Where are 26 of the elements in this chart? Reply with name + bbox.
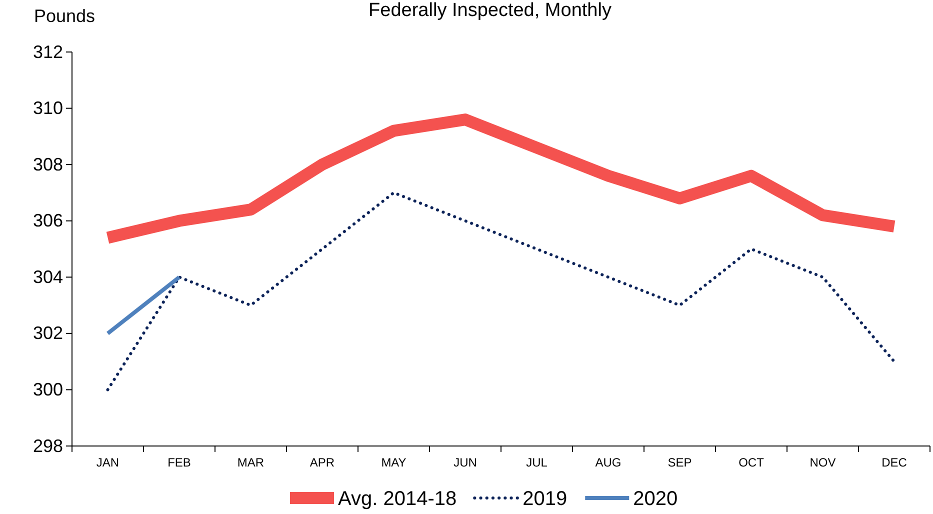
y-tick-label: 302: [32, 323, 63, 344]
legend-label: 2019: [522, 488, 568, 510]
x-tick-label: AUG: [595, 456, 622, 470]
x-tick-label: MAY: [381, 456, 406, 470]
line-series: [106, 191, 896, 392]
x-tick-label: JUN: [454, 456, 477, 470]
y-tick-label: 306: [32, 210, 63, 231]
y-tick-label: 304: [32, 266, 63, 287]
legend-label: 2020: [633, 488, 678, 510]
y-tick-label: 298: [32, 436, 63, 456]
chart-title: Federally Inspected, Monthly: [368, 0, 612, 21]
y-tick-label: 310: [32, 98, 63, 118]
y-axis-title: Pounds: [34, 6, 96, 26]
x-tick-label: JAN: [96, 456, 120, 470]
x-tick-label: OCT: [738, 456, 765, 470]
x-tick-label: MAR: [237, 456, 264, 470]
x-tick-label: JUL: [526, 456, 548, 470]
x-tick-label: FEB: [168, 456, 191, 470]
x-tick-label: DEC: [882, 456, 908, 470]
x-tick-label: SEP: [668, 456, 692, 470]
legend-label: Avg. 2014-18: [338, 488, 457, 510]
y-tick-label: 300: [32, 379, 63, 400]
x-tick-label: NOV: [810, 456, 836, 470]
y-tick-label: 312: [32, 42, 63, 62]
x-tick-label: APR: [310, 456, 335, 470]
y-tick-label: 308: [32, 154, 63, 174]
